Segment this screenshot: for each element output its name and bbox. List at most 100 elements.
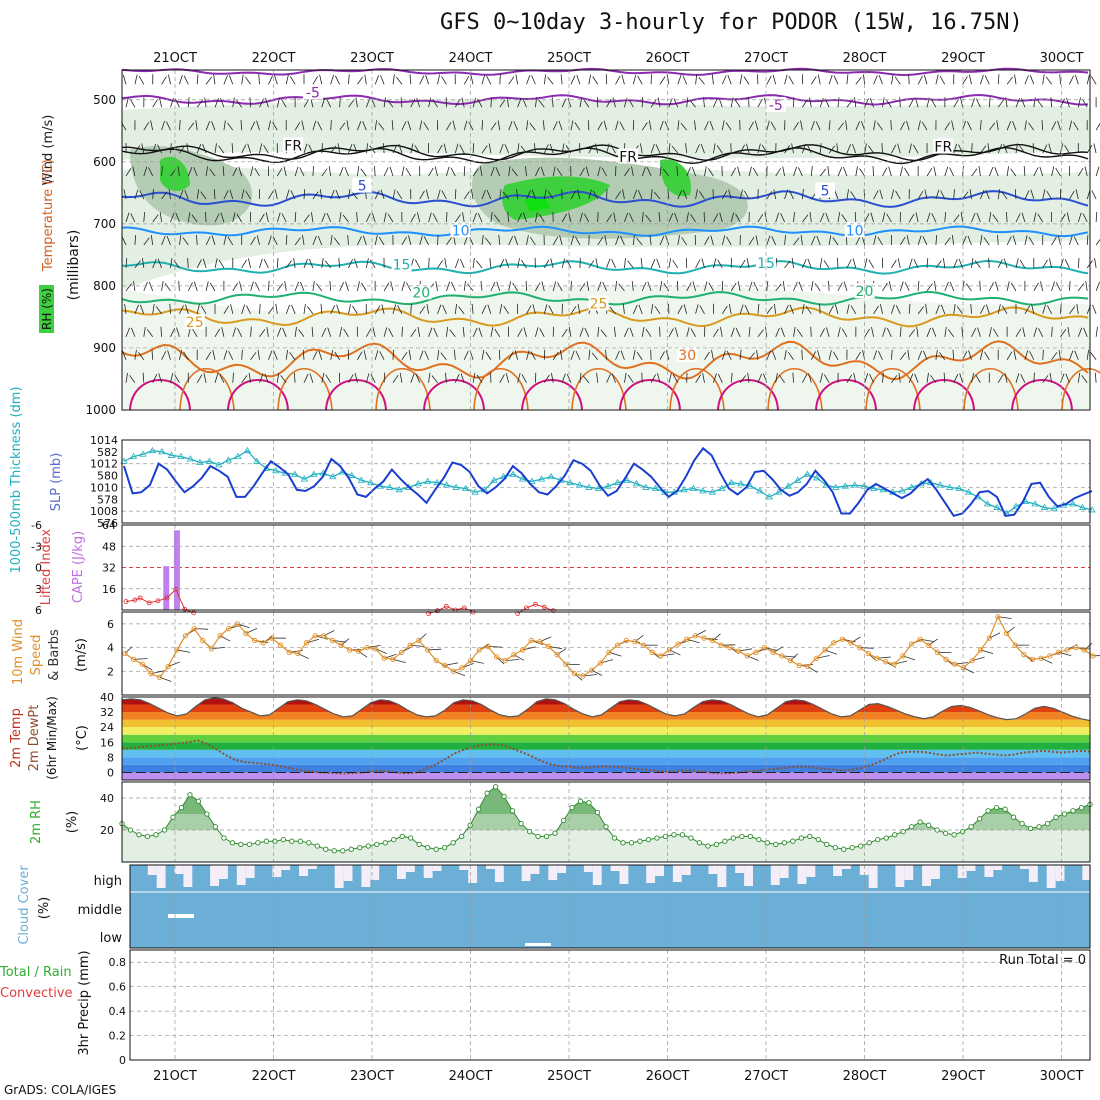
wind-speed-marker [191,625,197,632]
wind-speed-marker [571,671,578,677]
upper-wind-barb [534,143,536,154]
cloud-units-label: (%) [37,897,52,920]
rh-legend-swatch [39,285,54,333]
surface-wind-barb [358,650,368,658]
surface-wind-barb [712,633,721,641]
upper-wind-barb [328,166,332,177]
contour-label-bg [184,314,205,330]
contour-label-bg [283,137,304,153]
upper-wind-barb [383,167,389,177]
upper-wind-barb [460,258,465,269]
upper-wind-barb [417,326,421,337]
wind-speed-marker [865,650,871,657]
upper-wind-barb [387,213,394,223]
upper-wind-barb [614,326,616,337]
upper-wind-barb [1066,212,1070,223]
upper-wind-barb [1095,281,1100,292]
upper-wind-barb [980,145,987,154]
wind-speed-marker [735,648,742,654]
upper-wind-barb [1022,327,1026,337]
upper-wind-barb [561,373,566,383]
high-cloud-gap [984,865,994,877]
wind-speed-marker [787,657,794,664]
upper-wind-barb [507,212,510,223]
rh-marker [866,840,872,846]
upper-wind-barb [223,190,229,200]
upper-wind-barb [148,167,154,177]
upper-wind-barb [321,143,323,154]
wind-speed-marker [493,654,500,660]
upper-wind-barb [428,327,433,337]
high-cloud-gap [797,865,807,884]
rh-marker [1036,824,1042,830]
upper-wind-barb [953,99,959,108]
upper-wind-barb [611,259,616,269]
high-cloud-gap [210,865,219,886]
upper-wind-barb [659,166,662,177]
upper-wind-barb [380,75,385,85]
upper-wind-barb [926,257,929,268]
wind-speed-marker [251,637,258,644]
upper-wind-barb [504,144,510,154]
contour-label-bg [411,284,432,300]
upper-wind-barb [449,329,456,338]
rh-marker [688,835,694,841]
upper-wind-barb [369,145,376,154]
rh-marker [348,846,354,852]
upper-wind-barb [739,189,743,200]
rh-marker [543,833,550,840]
temperature-band [122,727,1090,735]
upper-wind-barb [363,350,367,360]
rh-marker [900,828,906,835]
upper-wind-barb [408,349,412,360]
wind-speed-marker [718,642,725,648]
upper-wind-barb [472,143,475,154]
upper-wind-barb [401,121,407,131]
panel-frame-cape [121,524,1091,611]
upper-wind-barb [227,122,234,131]
wind-speed-marker [459,665,465,671]
wind-speed-marker [1064,647,1070,653]
upper-wind-barb [753,282,759,292]
thickness-marker [575,481,584,488]
upper-wind-barb [294,281,299,292]
upper-wind-barb [317,121,323,131]
upper-wind-barb [880,304,883,314]
lifted-index-tick-label: 3 [35,583,42,596]
upper-wind-barb [640,143,643,154]
rh-marker [1002,806,1008,812]
upper-wind-barb [864,373,869,383]
thickness-marker [993,503,1001,510]
upper-wind-barb [994,166,999,177]
temperature-band [122,734,1090,743]
upper-wind-barb [716,145,723,154]
rh-marker [467,822,473,828]
upper-wind-barb [170,212,175,223]
upper-wind-barb [682,75,688,85]
wind-speed-marker [1003,630,1010,636]
contour-label-bg [677,347,698,363]
upper-wind-barb [1057,235,1061,246]
upper-wind-barb [523,327,527,337]
upper-wind-barb [891,144,897,154]
thickness-marker [680,486,688,493]
cape-axis-label: CAPE (J/kg) [71,531,86,603]
upper-wind-barb [256,235,260,246]
upper-wind-barb [192,328,198,337]
upper-wind-barb [433,327,438,337]
upper-wind-barb [1028,122,1035,131]
upper-wind-barb [356,212,358,223]
upper-wind-barb [923,350,928,360]
upper-wind-barb [627,374,634,383]
upper-wind-barb [837,97,840,108]
rh-marker [246,841,253,848]
temperature-tick-label: 8 [107,751,114,764]
upper-wind-barb [550,258,554,269]
upper-wind-barb [949,167,955,177]
upper-wind-barb [789,190,794,200]
upper-wind-barb [624,372,627,383]
upper-wind-barb [852,143,857,154]
upper-wind-barb [817,74,821,85]
temp-contour-10 [121,225,1089,238]
rh-marker [153,832,159,838]
